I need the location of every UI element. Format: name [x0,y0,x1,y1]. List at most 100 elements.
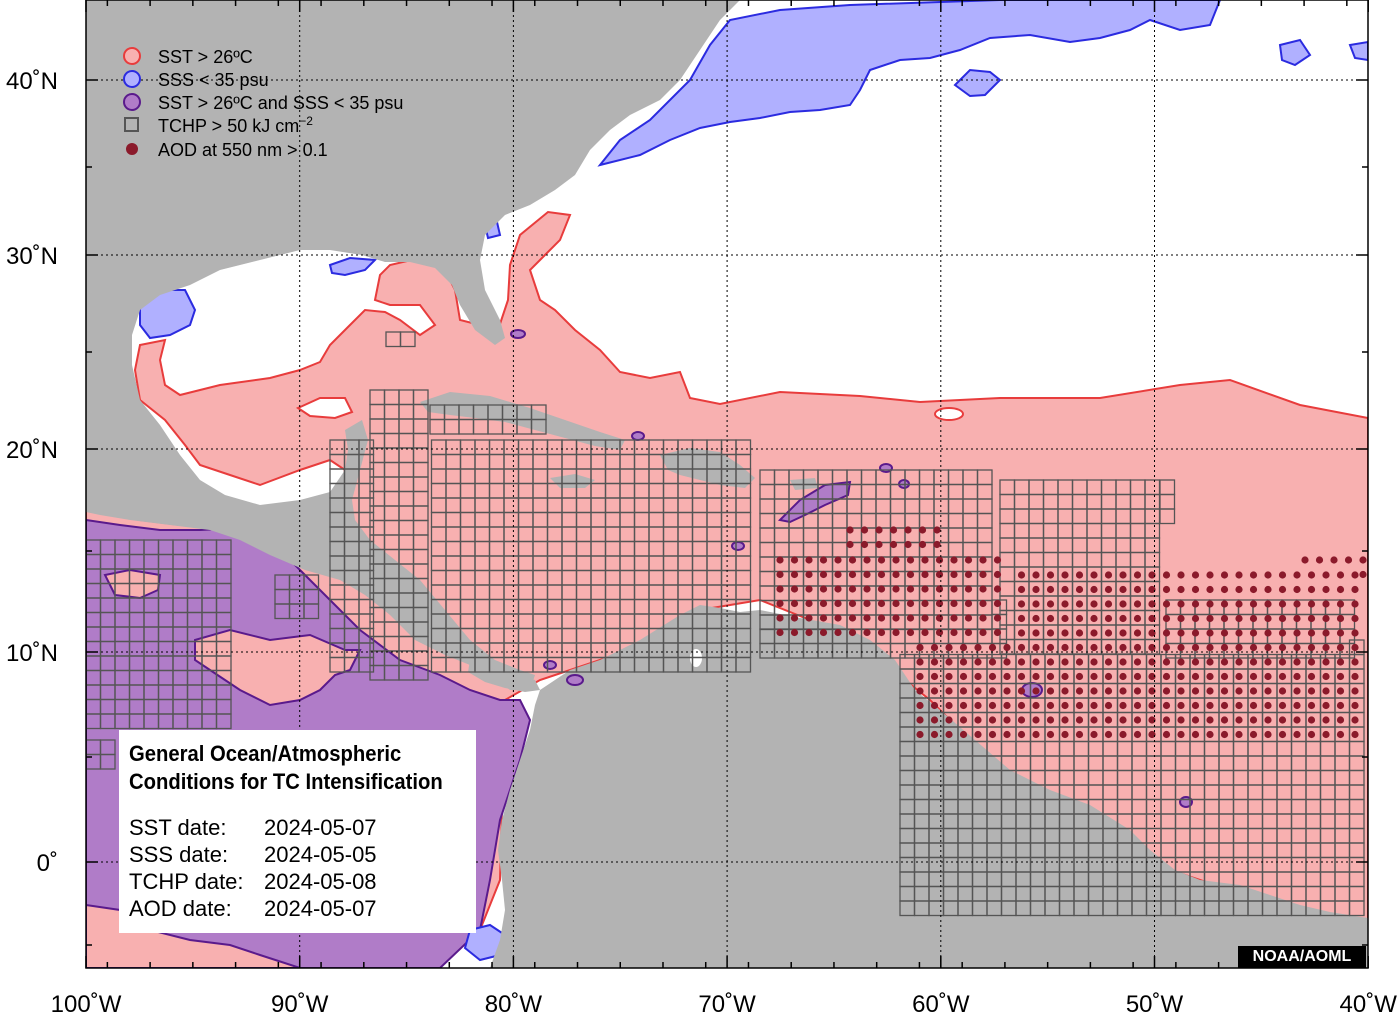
aod-dot [1075,730,1084,739]
aod-dot [1191,730,1200,739]
aod-dot [964,614,973,622]
aod-dot [1336,643,1345,652]
y-tick-label: 30˚N [6,243,58,270]
aod-dot [1148,600,1156,608]
legend-label-sss: SSS < 35 psu [158,70,269,90]
aod-dot [979,614,987,622]
aod-dot [1061,730,1069,739]
tick-marks [85,0,1369,968]
aod-dot [1003,672,1011,681]
aod-dot [1177,687,1185,695]
aod-dot [988,672,997,681]
aod-dot [1293,672,1301,681]
aod-dot [950,556,958,564]
aod-dot [863,628,871,637]
aod-dot [1104,672,1113,681]
aod-dot [1307,687,1316,695]
aod-dot [1148,672,1156,681]
aod-dot [1032,629,1040,637]
aod-dot [1278,614,1287,623]
aod-dot [1278,701,1287,710]
aod-dot [1003,701,1011,710]
aod-dot [860,526,869,534]
aod-dot [877,556,886,564]
info-row-sss: SSS date: 2024-05-05 [129,841,466,868]
aod-dot [1351,687,1359,695]
aod-dot [1177,643,1185,652]
aod-dot [1177,629,1185,637]
aod-dot [1177,672,1185,681]
aod-dot [930,658,939,666]
aod-dot [1104,614,1113,623]
aod-dot [1220,730,1229,739]
land-jamaica [550,474,595,488]
aod-dot [1264,716,1272,724]
aod-dot [1177,614,1185,623]
aod-dot [1191,571,1200,579]
info-row-value: 2024-05-07 [264,896,377,921]
aod-dot [921,599,929,608]
aod-dot [988,687,997,695]
aod-dot [1104,716,1113,724]
aod-dot [819,570,828,579]
aod-dot [1119,687,1127,695]
aod-dot [1278,629,1287,637]
aod-dot [1351,643,1359,652]
aod-dot [1177,701,1185,710]
aod-dot [993,614,1002,622]
aod-dot [959,687,968,695]
aod-dot [993,556,1002,564]
aod-dot [1351,716,1359,724]
aod-dot [1090,600,1098,608]
aod-dot [848,614,857,622]
aod-dot [1046,672,1055,681]
aod-dot [819,556,828,564]
aod-dot [1336,730,1345,739]
aod-dot [906,570,915,579]
aod-dot [1046,629,1055,637]
aod-dot [1307,571,1316,579]
aod-dot [1336,658,1345,666]
aod-dot [776,628,784,637]
aod-dot [877,628,886,637]
aod-dot [1046,600,1055,608]
aod-dot [1235,629,1243,637]
aod-dot [805,628,813,637]
aod-dot [1104,701,1113,710]
aod-dot [1032,585,1040,594]
aod-dot [921,614,929,622]
aod-dot [930,672,939,681]
aod-dot [790,628,799,637]
x-tick-label: 80˚W [485,991,543,1018]
x-tick-label: 100˚W [51,991,122,1018]
aod-dot [1293,730,1301,739]
aod-dot [974,672,982,681]
aod-dot [1119,614,1127,623]
aod-dot [930,687,939,695]
aod-dot [916,643,924,652]
x-tick-label: 70˚W [698,991,756,1018]
aod-dot [1133,672,1142,681]
sst-hole-gulf [295,397,354,420]
aod-dot [892,585,900,593]
aod-dot [1119,600,1127,608]
aod-dot [930,701,939,710]
aod-dot [945,701,953,710]
aod-dot [935,628,944,637]
aod-dot [863,570,871,579]
aod-dot [1307,614,1316,623]
x-tick-label: 90˚W [271,991,329,1018]
aod-dot [834,570,842,579]
sss-region-coast [1348,40,1368,62]
aod-dot [1293,585,1301,594]
aod-dot [1330,556,1338,564]
aod-dot [1307,701,1316,710]
aod-dot [863,599,871,608]
aod-dot [1133,585,1142,594]
sst-patch [194,628,362,707]
aod-dot [1177,730,1185,739]
aod-dot [1017,643,1026,652]
aod-dot [1133,571,1142,579]
aod-dot [1162,614,1171,623]
aod-dot [1162,585,1171,594]
